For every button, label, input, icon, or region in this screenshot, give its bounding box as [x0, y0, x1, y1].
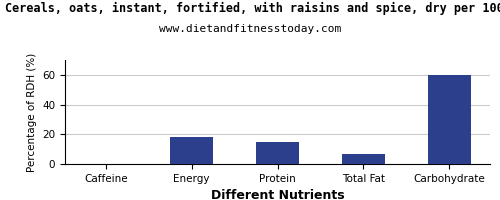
Y-axis label: Percentage of RDH (%): Percentage of RDH (%) [26, 52, 36, 172]
Bar [342, 154, 385, 164]
Bar [256, 142, 299, 164]
Bar [170, 137, 213, 164]
Text: Cereals, oats, instant, fortified, with raisins and spice, dry per 100g: Cereals, oats, instant, fortified, with … [5, 2, 500, 15]
Bar [428, 75, 470, 164]
X-axis label: Different Nutrients: Different Nutrients [210, 189, 344, 200]
Text: www.dietandfitnesstoday.com: www.dietandfitnesstoday.com [159, 24, 341, 34]
